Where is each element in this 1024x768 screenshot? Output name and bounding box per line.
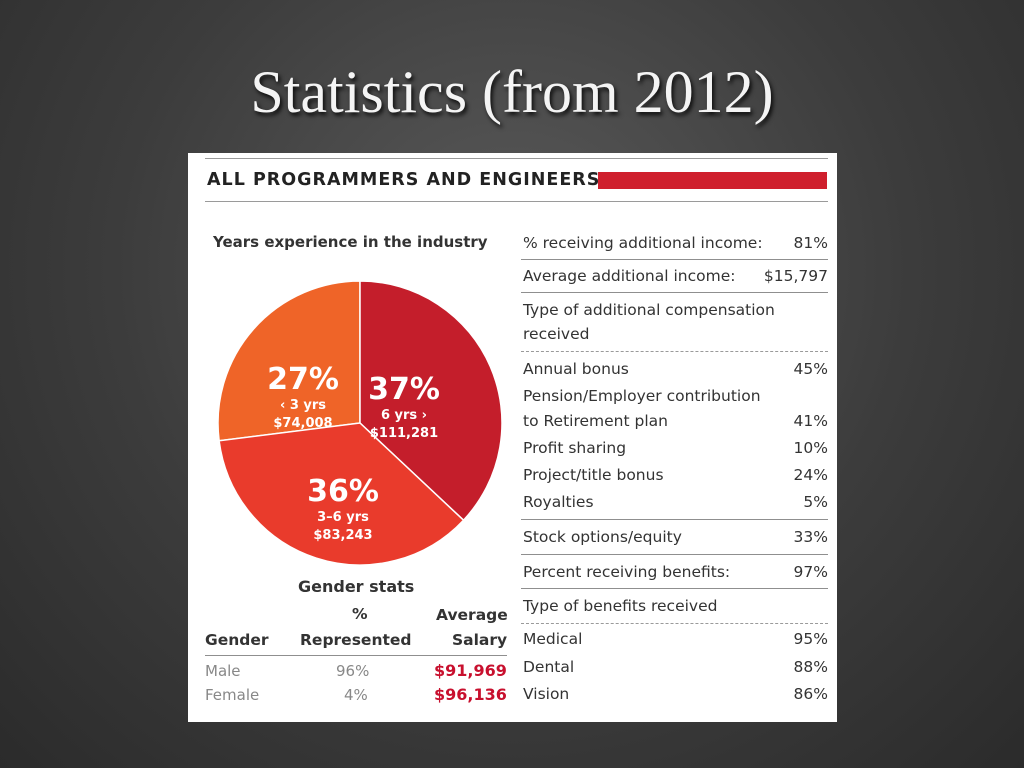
comp-pension-label: Pension/Employer contribution (523, 387, 761, 405)
compensation-heading-cont: received (523, 325, 590, 343)
receiving-additional-value: 81% (793, 234, 828, 252)
benefits-heading: Type of benefits received (523, 597, 718, 615)
stats-rule (521, 292, 828, 293)
benefit-dental-label: Dental (523, 658, 575, 676)
pie-slice-range-label: 6 yrs › (381, 408, 427, 423)
average-additional-label: Average additional income: (523, 267, 736, 285)
comp-project-bonus-value: 24% (793, 466, 828, 484)
average-additional-value: $15,797 (763, 267, 828, 285)
stock-options-value: 33% (793, 528, 828, 546)
comp-royalties-value: 5% (803, 493, 828, 511)
comp-profit-sharing-value: 10% (793, 439, 828, 457)
infographic-card: ALL PROGRAMMERS AND ENGINEERS Years expe… (188, 153, 837, 722)
stats-rule (521, 259, 828, 260)
pie-slice-range-label: 3–6 yrs (317, 510, 369, 525)
gender-header-rule (205, 655, 507, 656)
header-accent-bar (598, 172, 827, 189)
receiving-additional-label: % receiving additional income: (523, 234, 763, 252)
stats-rule (521, 588, 828, 589)
experience-pie-chart: 27%‹ 3 yrs $74,008 37%6 yrs › $111,281 36%3–… (217, 280, 503, 566)
stock-options-label: Stock options/equity (523, 528, 682, 546)
gender-row-male-pct: 96% (336, 662, 370, 680)
pie-slice-pct-label: 36% (307, 474, 379, 509)
infographic-header: ALL PROGRAMMERS AND ENGINEERS (207, 170, 601, 190)
benefit-dental-value: 88% (793, 658, 828, 676)
comp-annual-bonus-label: Annual bonus (523, 360, 629, 378)
gender-row-female-pct: 4% (344, 686, 368, 704)
header-rule (205, 201, 828, 202)
stats-rule (521, 554, 828, 555)
pie-slice-pct-label: 27% (267, 362, 339, 397)
pie-slice-salary-label: $83,243 (313, 528, 372, 543)
top-rule (205, 158, 828, 159)
benefit-medical-label: Medical (523, 630, 583, 648)
benefit-medical-value: 95% (793, 630, 828, 648)
benefits-label: Percent receiving benefits: (523, 563, 731, 581)
benefit-vision-value: 86% (793, 685, 828, 703)
gender-col-avg-bottom: Salary (452, 631, 508, 649)
gender-row-male-salary: $91,969 (434, 661, 507, 680)
gender-col-avg-top: Average (436, 606, 508, 624)
gender-row-male-gender: Male (205, 662, 241, 680)
gender-stats-title: Gender stats (298, 577, 415, 596)
comp-annual-bonus-value: 45% (793, 360, 828, 378)
pie-title: Years experience in the industry (213, 233, 488, 251)
stats-rule (521, 519, 828, 520)
gender-row-female-salary: $96,136 (434, 685, 507, 704)
pie-slice-salary-label: $111,281 (370, 426, 438, 441)
gender-row-female-gender: Female (205, 686, 260, 704)
stats-dashed-rule (521, 623, 828, 624)
pie-slice-36pct (218, 422, 465, 566)
benefit-vision-label: Vision (523, 685, 570, 703)
comp-profit-sharing-label: Profit sharing (523, 439, 627, 457)
gender-col-pct-bottom: Represented (300, 631, 412, 649)
gender-col-gender: Gender (205, 631, 269, 649)
stats-dashed-rule (521, 351, 828, 352)
pie-slice-27pct (217, 280, 361, 442)
benefits-value: 97% (793, 563, 828, 581)
compensation-heading: Type of additional compensation (523, 301, 775, 319)
pie-slice-range-label: ‹ 3 yrs (280, 398, 326, 413)
pie-slice-37pct (359, 280, 503, 522)
slide-title: Statistics (from 2012) (250, 59, 774, 125)
pie-slice-pct-label: 37% (368, 372, 440, 407)
comp-retirement-label: to Retirement plan (523, 412, 668, 430)
gender-col-pct-top: % (352, 605, 368, 623)
comp-project-bonus-label: Project/title bonus (523, 466, 664, 484)
pie-slice-salary-label: $74,008 (273, 416, 332, 431)
comp-royalties-label: Royalties (523, 493, 594, 511)
comp-retirement-value: 41% (793, 412, 828, 430)
